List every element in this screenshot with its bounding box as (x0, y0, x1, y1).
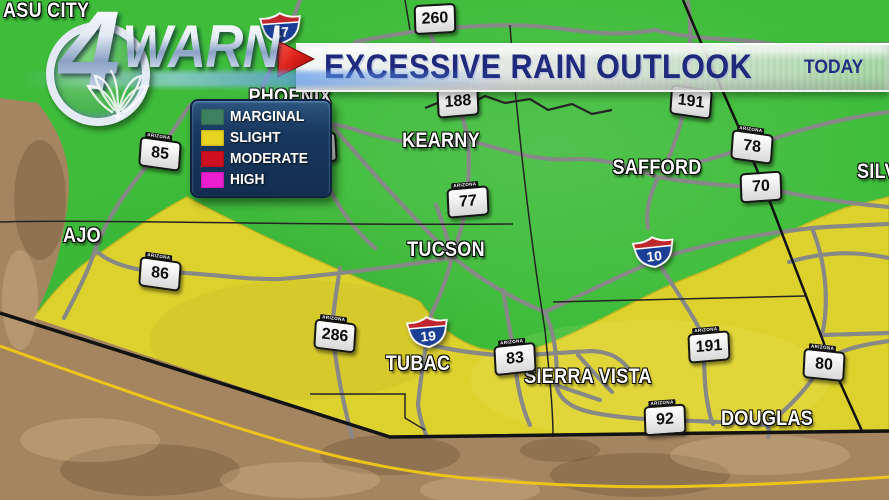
desert-terrain (0, 98, 889, 500)
legend-swatch (201, 171, 224, 188)
headline-banner: EXCESSIVE RAIN OUTLOOK TODAY (296, 43, 889, 92)
legend-label: SLIGHT (230, 129, 281, 146)
legend-swatch (201, 108, 224, 125)
headline-title: EXCESSIVE RAIN OUTLOOK (324, 48, 753, 86)
slight-outline-mexico (0, 344, 889, 489)
legend-row-slight: SLIGHT (201, 129, 322, 146)
legend-label: MARGINAL (230, 108, 305, 125)
legend-label: HIGH (230, 171, 265, 188)
legend-swatch (201, 129, 224, 146)
legend-row-marginal: MARGINAL (201, 108, 322, 125)
new-mexico-border (681, 0, 864, 432)
state-borders (0, 0, 889, 437)
legend-label: MODERATE (230, 150, 308, 167)
red-arrow-icon (277, 40, 315, 78)
legend-row-moderate: MODERATE (201, 150, 322, 167)
legend-swatch (201, 150, 224, 167)
mexico-border (0, 311, 889, 439)
headline-timeframe: TODAY (803, 56, 864, 78)
risk-legend: MARGINAL SLIGHT MODERATE HIGH (190, 99, 332, 198)
legend-row-high: HIGH (201, 171, 322, 188)
